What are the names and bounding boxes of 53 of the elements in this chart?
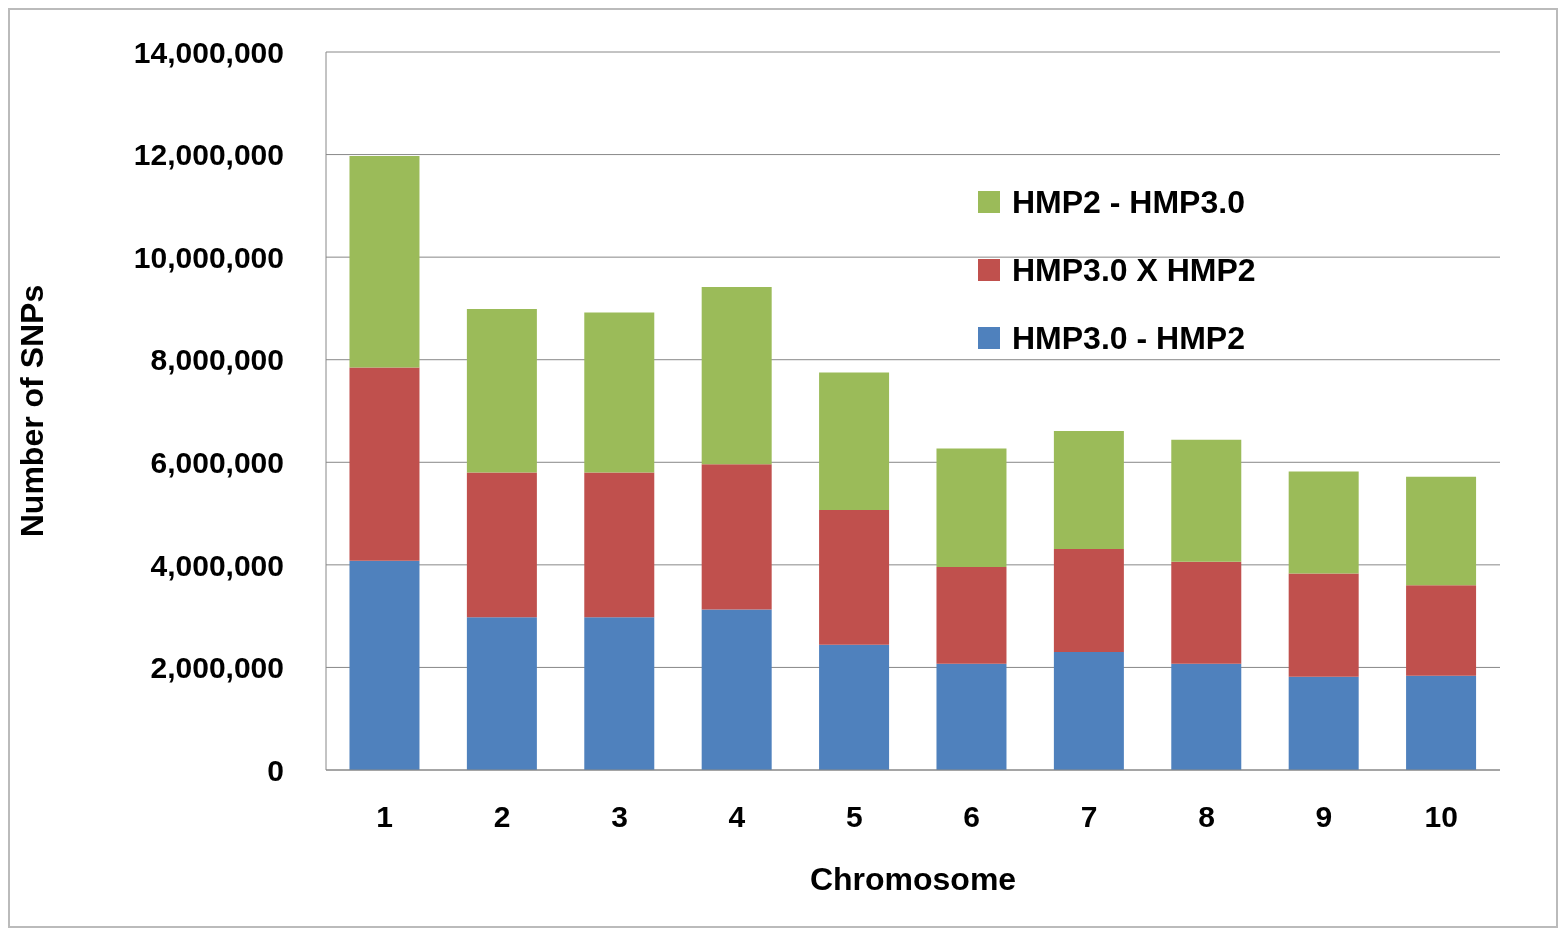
x-tick-label: 10 xyxy=(1424,800,1458,834)
bar xyxy=(936,566,1007,664)
legend-label: HMP3.0 X HMP2 xyxy=(1012,251,1256,289)
y-tick-label: 6,000,000 xyxy=(150,445,284,479)
x-axis-title: Chromosome xyxy=(809,861,1017,897)
y-tick-label: 14,000,000 xyxy=(133,35,284,69)
x-tick-label: 9 xyxy=(1315,800,1333,834)
bar xyxy=(584,312,655,473)
bar xyxy=(819,644,890,770)
bar xyxy=(584,472,655,618)
bar xyxy=(819,372,890,510)
bar xyxy=(466,617,537,770)
bar xyxy=(1171,439,1242,562)
legend-label: HMP2 - HMP3.0 xyxy=(1012,183,1245,221)
x-tick-label: 6 xyxy=(963,800,981,834)
bar xyxy=(584,617,655,770)
bar xyxy=(466,472,537,618)
y-tick-label: 10,000,000 xyxy=(133,240,284,274)
y-tick-label: 0 xyxy=(267,753,284,787)
bar xyxy=(349,367,420,561)
bar xyxy=(1053,548,1124,653)
bar xyxy=(701,286,772,465)
x-tick-label: 1 xyxy=(376,800,394,834)
bar xyxy=(819,509,890,645)
x-tick-label: 7 xyxy=(1080,800,1098,834)
bar xyxy=(1406,476,1477,586)
bar xyxy=(936,448,1007,567)
bar xyxy=(1171,561,1242,664)
y-tick-label: 12,000,000 xyxy=(133,138,284,172)
bar xyxy=(1406,585,1477,676)
x-tick-label: 8 xyxy=(1198,800,1215,834)
x-tick-label: 3 xyxy=(611,800,628,834)
bar xyxy=(701,464,772,610)
x-tick-label: 4 xyxy=(728,800,746,834)
legend-label: HMP3.0 - HMP2 xyxy=(1012,319,1245,357)
x-tick-label: 2 xyxy=(493,800,511,834)
y-axis-title: Number of SNPs xyxy=(14,284,51,538)
bar xyxy=(349,156,420,368)
y-tick-label: 8,000,000 xyxy=(150,343,284,377)
x-tick-label: 5 xyxy=(845,800,863,834)
y-tick-label: 2,000,000 xyxy=(150,651,284,685)
bar xyxy=(1288,573,1359,677)
bar xyxy=(1053,652,1124,770)
bar xyxy=(1406,675,1477,770)
bar xyxy=(701,609,772,770)
bar xyxy=(1288,676,1359,770)
bar xyxy=(1288,471,1359,574)
bar xyxy=(1053,431,1124,549)
bar xyxy=(1171,663,1242,770)
y-tick-label: 4,000,000 xyxy=(150,548,284,582)
bar xyxy=(936,663,1007,770)
bar xyxy=(349,560,420,770)
bar xyxy=(466,308,537,473)
